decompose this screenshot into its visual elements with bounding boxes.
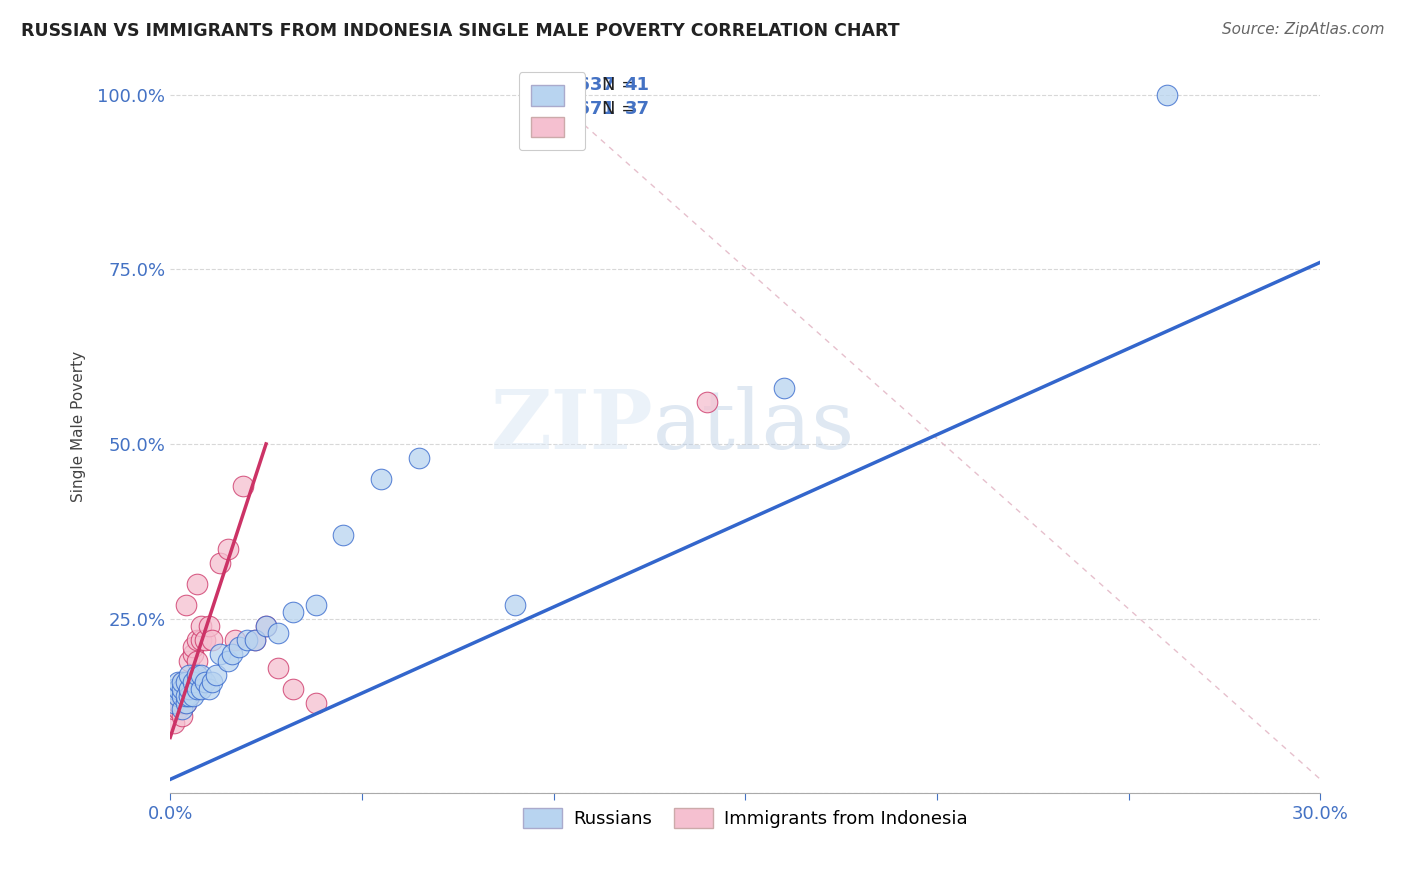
Point: [174, 696, 197, 710]
Point: [209, 647, 232, 661]
Legend: Russians, Immigrants from Indonesia: Russians, Immigrants from Indonesia: [516, 800, 976, 836]
Text: R =: R =: [533, 100, 571, 118]
Point: [170, 674, 193, 689]
Point: [170, 689, 193, 703]
Text: N =: N =: [602, 100, 641, 118]
Point: [332, 528, 354, 542]
Point: [167, 702, 190, 716]
Point: [281, 605, 304, 619]
Point: [174, 674, 197, 689]
Point: [163, 681, 186, 696]
Text: RUSSIAN VS IMMIGRANTS FROM INDONESIA SINGLE MALE POVERTY CORRELATION CHART: RUSSIAN VS IMMIGRANTS FROM INDONESIA SIN…: [21, 22, 900, 40]
Point: [174, 681, 197, 696]
Point: [228, 640, 250, 654]
Point: [194, 674, 217, 689]
Point: [170, 689, 193, 703]
Point: [181, 640, 204, 654]
Point: [217, 654, 239, 668]
Point: [186, 667, 208, 681]
Point: [266, 625, 288, 640]
Point: [163, 689, 186, 703]
Point: [221, 647, 243, 661]
Point: [305, 598, 328, 612]
Point: [186, 576, 208, 591]
Point: [163, 696, 186, 710]
Point: [186, 681, 208, 696]
Point: [190, 681, 212, 696]
Point: [243, 632, 266, 647]
Point: [236, 632, 259, 647]
Point: [179, 689, 201, 703]
Text: 0.671: 0.671: [558, 100, 614, 118]
Point: [181, 689, 204, 703]
Text: ZIP: ZIP: [491, 386, 654, 467]
Point: [170, 674, 193, 689]
Point: [170, 702, 193, 716]
Point: [186, 632, 208, 647]
Point: [170, 681, 193, 696]
Text: 41: 41: [624, 77, 650, 95]
Y-axis label: Single Male Poverty: Single Male Poverty: [72, 351, 86, 502]
Point: [254, 618, 277, 632]
Point: [163, 702, 186, 716]
Point: [167, 674, 190, 689]
Point: [190, 667, 212, 681]
Point: [281, 681, 304, 696]
Point: [181, 647, 204, 661]
Text: R =: R =: [533, 77, 571, 95]
Text: atlas: atlas: [654, 386, 855, 467]
Point: [696, 395, 718, 409]
Text: N =: N =: [602, 77, 641, 95]
Point: [190, 618, 212, 632]
Point: [254, 618, 277, 632]
Point: [266, 660, 288, 674]
Point: [408, 450, 430, 465]
Point: [197, 618, 219, 632]
Point: [1156, 87, 1178, 102]
Point: [201, 632, 224, 647]
Point: [186, 654, 208, 668]
Point: [209, 556, 232, 570]
Point: [179, 681, 201, 696]
Text: 37: 37: [624, 100, 650, 118]
Point: [190, 632, 212, 647]
Text: Source: ZipAtlas.com: Source: ZipAtlas.com: [1222, 22, 1385, 37]
Point: [179, 654, 201, 668]
Point: [167, 696, 190, 710]
Point: [174, 598, 197, 612]
Point: [194, 632, 217, 647]
Point: [217, 541, 239, 556]
Point: [174, 696, 197, 710]
Point: [179, 667, 201, 681]
Point: [167, 681, 190, 696]
Point: [167, 689, 190, 703]
Point: [370, 472, 392, 486]
Point: [174, 689, 197, 703]
Point: [163, 716, 186, 731]
Point: [170, 696, 193, 710]
Point: [205, 667, 228, 681]
Point: [772, 381, 794, 395]
Point: [170, 709, 193, 723]
Point: [167, 681, 190, 696]
Point: [224, 632, 246, 647]
Point: [197, 681, 219, 696]
Point: [179, 674, 201, 689]
Point: [243, 632, 266, 647]
Point: [179, 689, 201, 703]
Point: [181, 674, 204, 689]
Text: 0.637: 0.637: [558, 77, 614, 95]
Point: [181, 674, 204, 689]
Point: [503, 598, 526, 612]
Point: [201, 674, 224, 689]
Point: [232, 479, 254, 493]
Point: [305, 696, 328, 710]
